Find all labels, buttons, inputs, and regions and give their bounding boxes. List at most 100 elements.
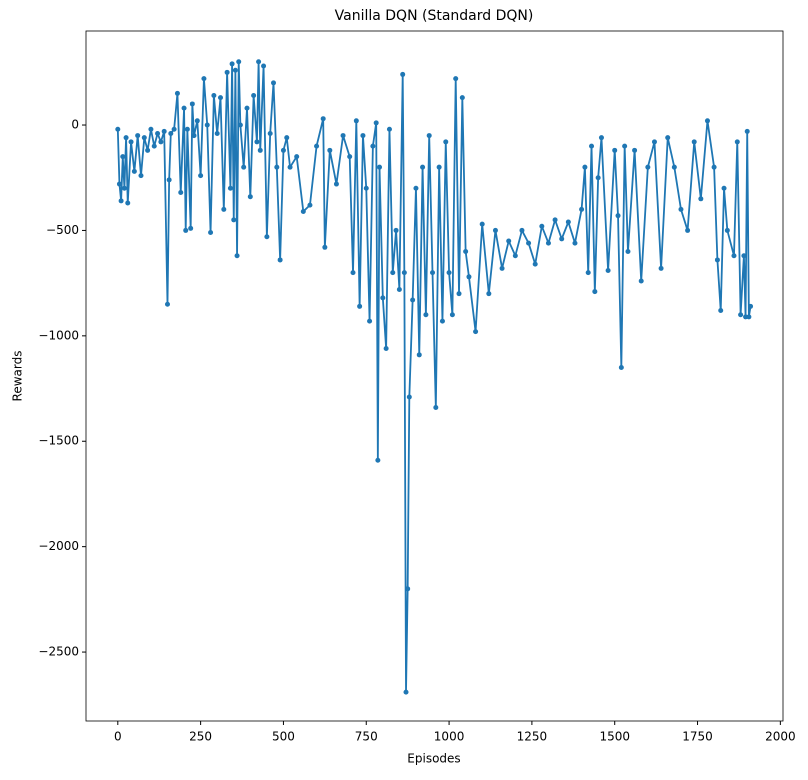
point	[738, 312, 744, 318]
point	[582, 164, 588, 170]
point	[433, 405, 439, 411]
point	[257, 147, 263, 153]
point	[585, 270, 591, 276]
point	[231, 217, 237, 223]
point	[189, 101, 195, 107]
point	[115, 126, 121, 132]
point	[261, 63, 267, 69]
point	[181, 105, 187, 111]
point	[532, 261, 538, 267]
point	[194, 118, 200, 124]
point	[350, 270, 356, 276]
point	[559, 236, 565, 242]
point	[724, 227, 730, 233]
point	[287, 164, 293, 170]
point	[393, 227, 399, 233]
point	[333, 181, 339, 187]
point	[244, 105, 250, 111]
point	[453, 76, 459, 82]
point	[718, 308, 724, 314]
point	[410, 297, 416, 303]
point	[241, 164, 247, 170]
point	[236, 59, 242, 65]
point	[698, 196, 704, 202]
y-tick-label: −2000	[38, 539, 79, 553]
point	[446, 270, 452, 276]
point	[237, 122, 243, 128]
point	[595, 175, 601, 181]
point	[353, 118, 359, 124]
point	[247, 194, 253, 200]
point	[479, 221, 485, 227]
point	[183, 227, 189, 233]
point	[539, 223, 545, 229]
y-tick-label: −1500	[38, 434, 79, 448]
point	[714, 257, 720, 263]
point	[229, 61, 235, 67]
point	[155, 130, 161, 136]
point	[118, 198, 124, 204]
point	[370, 143, 376, 149]
point	[204, 122, 210, 128]
point	[214, 130, 220, 136]
series-line	[116, 60, 752, 694]
point	[201, 76, 207, 82]
point	[251, 93, 257, 99]
point	[178, 189, 184, 195]
point	[579, 206, 585, 212]
point	[191, 133, 197, 139]
point	[731, 253, 737, 259]
point	[360, 133, 366, 139]
point	[638, 278, 644, 284]
point	[526, 240, 532, 246]
point	[612, 147, 618, 153]
point	[605, 267, 611, 273]
point	[430, 270, 436, 276]
point	[439, 318, 445, 324]
point	[141, 135, 147, 141]
point	[456, 291, 462, 297]
point	[598, 135, 604, 141]
point	[363, 185, 369, 191]
point	[420, 164, 426, 170]
point	[685, 227, 691, 233]
point	[499, 265, 505, 271]
point	[166, 177, 172, 183]
point	[622, 143, 628, 149]
point	[123, 135, 129, 141]
point	[121, 185, 127, 191]
x-axis-label: Episodes	[407, 752, 460, 766]
point	[671, 164, 677, 170]
point	[254, 139, 260, 145]
plot-frame	[85, 30, 784, 722]
point	[380, 295, 386, 301]
point	[400, 71, 406, 77]
x-tick-label: 1750	[682, 730, 713, 744]
x-tick-label: 250	[189, 730, 212, 744]
point	[734, 139, 740, 145]
point	[377, 164, 383, 170]
point	[463, 249, 469, 255]
point	[592, 289, 598, 295]
point	[375, 457, 381, 463]
point	[208, 230, 214, 236]
point	[552, 217, 558, 223]
point	[746, 314, 752, 320]
point	[320, 116, 326, 122]
x-tick-label: 1000	[434, 730, 465, 744]
point	[158, 139, 164, 145]
y-tick-label: 0	[71, 118, 79, 132]
point	[506, 238, 512, 244]
point	[234, 253, 240, 259]
point	[711, 164, 717, 170]
point	[151, 143, 157, 149]
point	[572, 240, 578, 246]
point	[327, 147, 333, 153]
point	[307, 202, 313, 208]
point	[125, 200, 131, 206]
point	[164, 301, 170, 307]
point	[423, 312, 429, 318]
point	[138, 173, 144, 179]
point	[294, 154, 300, 160]
